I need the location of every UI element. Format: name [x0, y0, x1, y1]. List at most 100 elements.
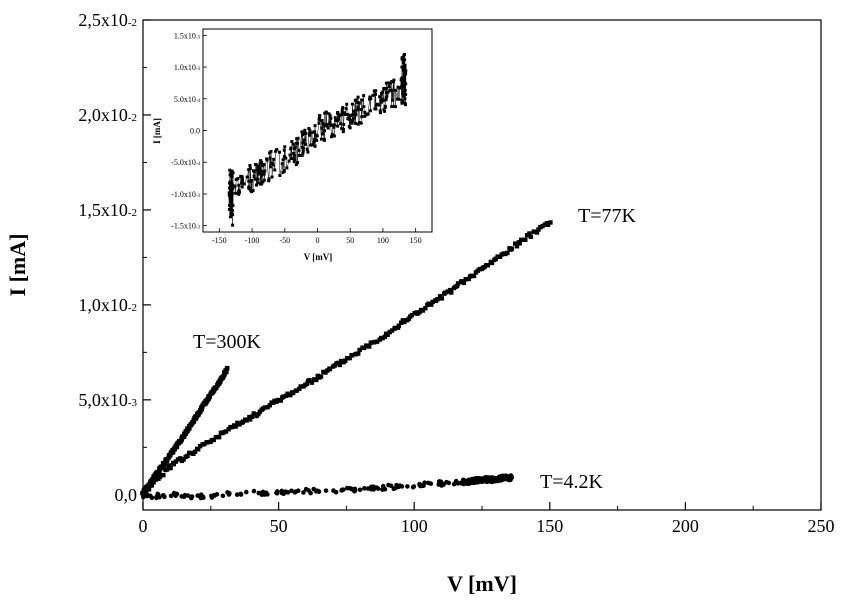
inset-data-point	[402, 52, 406, 56]
inset-data-point	[280, 162, 284, 166]
inset-data-point	[371, 93, 375, 97]
inset-data-point	[256, 170, 260, 174]
inset-data-point	[292, 160, 296, 164]
inset-data-point	[296, 137, 300, 141]
data-point	[259, 492, 265, 497]
inset-data-point	[305, 147, 309, 151]
inset-data-point	[386, 91, 390, 95]
inset-data-point	[362, 94, 366, 98]
inset-data-point	[307, 127, 311, 131]
inset-data-point	[296, 161, 300, 165]
inset-data-point	[363, 110, 367, 114]
inset-data-point	[384, 86, 388, 90]
inset-data-point	[400, 56, 404, 60]
inset-data-point	[302, 146, 306, 150]
inset-data-point	[228, 215, 232, 219]
inset-data-point	[271, 163, 275, 167]
data-point	[331, 488, 336, 493]
data-point	[229, 424, 235, 430]
inset-data-point	[320, 118, 324, 122]
inset-data-point	[256, 177, 260, 181]
inset-data-point	[230, 181, 234, 185]
data-point	[445, 289, 450, 294]
inset-data-point	[403, 63, 407, 67]
data-point	[402, 319, 407, 325]
inset-data-point	[292, 154, 296, 158]
inset-data-point	[336, 124, 340, 128]
inset-data-point	[322, 138, 326, 142]
inset-data-point	[374, 89, 378, 93]
x-tick-label: 0	[139, 516, 148, 536]
inset-data-point	[258, 162, 262, 166]
inset-data-point	[401, 79, 405, 83]
inset-data-point	[301, 149, 305, 153]
data-point	[409, 312, 415, 318]
data-point	[417, 310, 422, 315]
inset-data-point	[400, 65, 404, 69]
data-point	[423, 305, 428, 311]
inset-data-point	[230, 169, 234, 173]
data-point	[422, 480, 427, 486]
inset-data-point	[229, 171, 233, 175]
inset-data-point	[401, 83, 405, 87]
inset-data-point	[297, 154, 301, 158]
inset-data-point	[328, 120, 332, 124]
data-point	[466, 276, 471, 282]
inset-data-point	[256, 165, 260, 169]
inset-data-point	[402, 58, 406, 62]
inset-y-tick-label: 0.0	[190, 127, 200, 136]
inset-data-point	[341, 130, 345, 134]
data-point	[495, 254, 500, 259]
data-point	[297, 386, 302, 392]
inset-y-tick-label: -1.0x10-3	[171, 190, 200, 199]
inset-x-tick-label: -50	[279, 236, 290, 245]
data-point	[528, 234, 534, 240]
inset-data-point	[382, 108, 386, 112]
data-point	[461, 481, 466, 487]
inset-data-point	[230, 174, 234, 178]
data-point	[505, 474, 511, 480]
inset-data-point	[269, 150, 273, 154]
inset-data-point	[302, 138, 306, 142]
inset-data-point	[342, 128, 346, 132]
data-point	[387, 329, 392, 335]
inset-data-point	[378, 95, 382, 99]
inset-data-point	[347, 117, 351, 121]
inset-data-point	[385, 94, 389, 98]
inset-data-point	[260, 173, 264, 177]
inset-data-point	[227, 203, 231, 207]
inset-data-point	[295, 141, 299, 145]
inset-data-point	[269, 165, 273, 169]
data-point	[540, 223, 545, 229]
inset-x-axis-title: V [mV]	[304, 252, 333, 262]
inset-plot-frame	[202, 28, 433, 233]
inset-data-point	[282, 169, 286, 173]
inset-data-point	[237, 183, 241, 187]
data-point	[237, 422, 242, 427]
data-point	[449, 290, 454, 295]
data-point	[178, 456, 183, 461]
inset-data-point	[253, 169, 257, 173]
data-point	[451, 481, 457, 487]
inset-data-point	[340, 111, 344, 115]
data-point	[154, 495, 160, 500]
inset-data-point	[342, 111, 346, 115]
data-point	[392, 325, 398, 331]
inset-data-point	[302, 140, 306, 144]
inset-data-point	[250, 179, 254, 183]
data-point	[344, 485, 350, 491]
data-point	[197, 443, 203, 449]
inset-y-tick-label: 1.0x10-3	[174, 63, 201, 72]
data-point	[435, 296, 440, 302]
inset-x-tick-label: 150	[410, 236, 422, 245]
data-point	[141, 494, 146, 500]
inset-data-point	[253, 177, 257, 181]
inset-data-point	[389, 88, 393, 92]
data-point	[396, 484, 401, 490]
inset-data-point	[317, 116, 321, 120]
inset-data-point	[242, 182, 246, 186]
inset-data-point	[362, 105, 366, 109]
data-point	[348, 486, 354, 492]
data-point	[174, 443, 179, 449]
data-point	[339, 487, 345, 493]
